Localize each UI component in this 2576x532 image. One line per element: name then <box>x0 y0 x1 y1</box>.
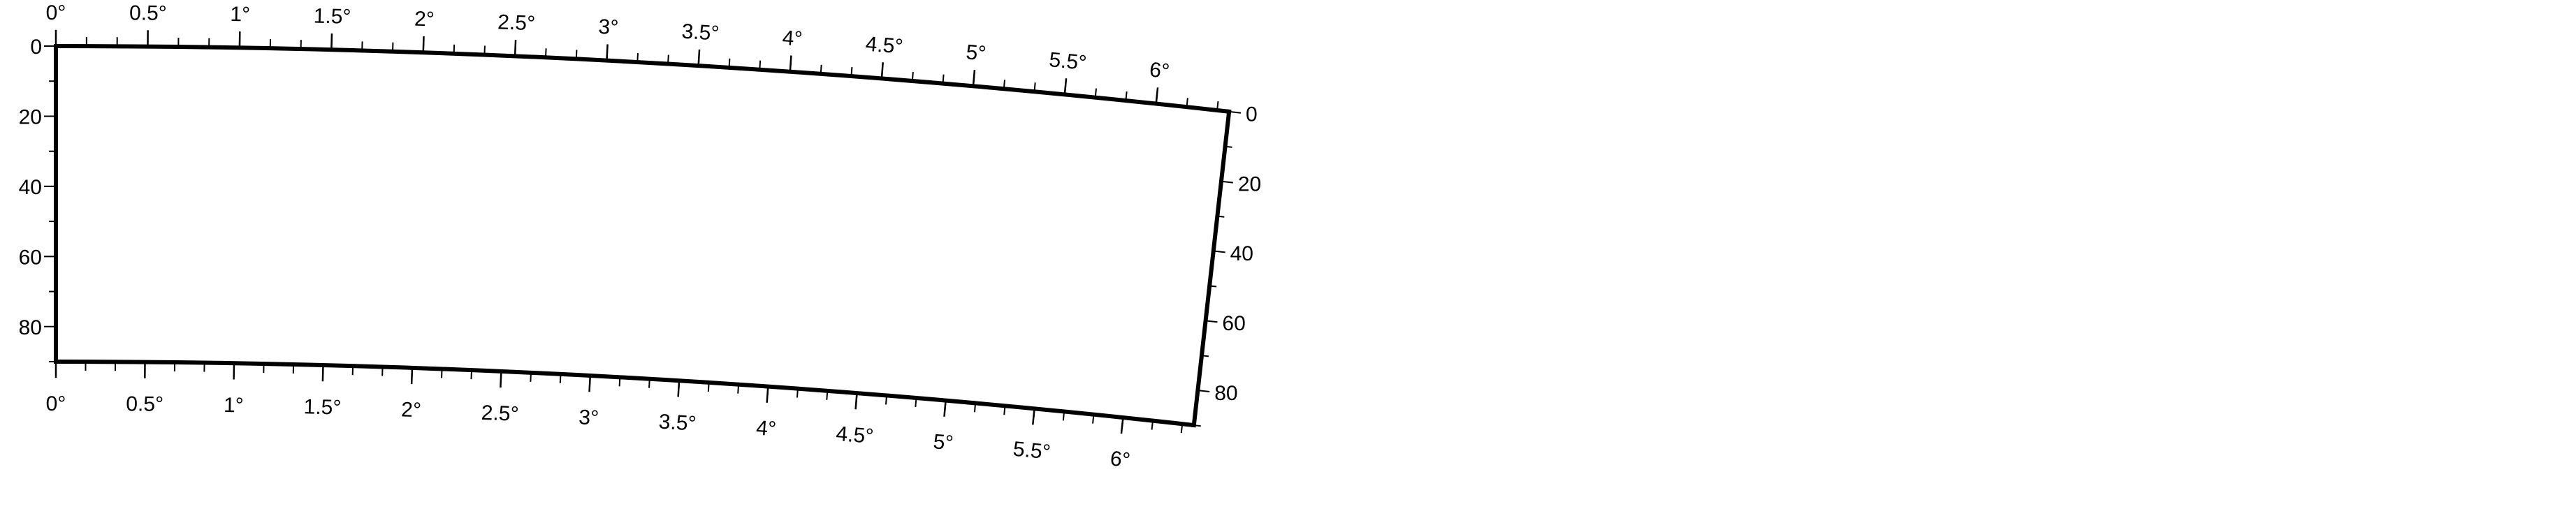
outer-angle-label: 2° <box>414 8 435 31</box>
outer-minor-tick <box>728 58 731 68</box>
outer-angle-label: 3.5° <box>681 20 720 45</box>
left-radial-label: 80 <box>19 316 42 339</box>
outer-minor-tick <box>850 67 853 77</box>
inner-minor-tick <box>648 378 650 388</box>
outer-angle-label: 1° <box>230 3 250 26</box>
outer-minor-tick <box>759 60 762 71</box>
outer-major-tick <box>606 44 609 61</box>
right-radial-minor-tick <box>1216 215 1225 218</box>
inner-minor-tick <box>915 397 917 408</box>
inner-minor-tick <box>1151 420 1154 430</box>
outer-minor-tick <box>820 64 822 75</box>
left-radial-label: 40 <box>19 176 42 199</box>
inner-angle-label: 0° <box>46 392 66 415</box>
labels-layer: 0° 0° 0.5° 0.5° 1° 1° 1.5° 1.5° 2° 2° 2.5° 2.5° 3° 3°… <box>19 1 1262 472</box>
outer-major-tick <box>1155 87 1159 105</box>
inner-angle-label: 5.5° <box>1012 438 1052 464</box>
right-radial-label: 60 <box>1222 312 1245 335</box>
outer-angle-label: 3° <box>598 15 619 39</box>
right-radial-major-tick <box>1228 110 1242 114</box>
inner-angle-label: 3° <box>578 406 599 429</box>
inner-minor-tick <box>530 371 532 382</box>
inner-angle-label: 2.5° <box>481 401 519 426</box>
outer-minor-tick <box>1033 82 1036 93</box>
outer-angle-label: 5.5° <box>1048 48 1088 75</box>
right-radial-minor-tick <box>1193 424 1201 427</box>
inner-minor-tick <box>885 394 888 405</box>
frame-layer <box>54 44 1232 428</box>
outer-angle-label: 4° <box>782 27 803 51</box>
inner-minor-tick <box>1003 405 1006 415</box>
left-radial-label: 60 <box>19 246 42 269</box>
inner-angle-label: 0.5° <box>126 392 163 415</box>
outer-angle-label: 0° <box>46 1 66 24</box>
outer-minor-tick <box>911 71 914 82</box>
right-radial-major-tick <box>1220 180 1233 184</box>
right-radial-label: 80 <box>1214 382 1237 405</box>
outer-minor-tick <box>1003 80 1005 90</box>
inner-minor-tick <box>796 387 799 398</box>
right-radial-label: 40 <box>1230 242 1253 265</box>
inner-angle-label: 1.5° <box>303 395 342 419</box>
right-radial-major-tick <box>1205 320 1218 323</box>
outer-angle-label: 5° <box>965 40 987 65</box>
inner-major-tick <box>1120 416 1124 434</box>
outer-angle-label: 1.5° <box>313 4 351 28</box>
inner-angle-label: 1° <box>224 394 244 417</box>
inner-major-tick <box>1032 407 1035 425</box>
right-radial-minor-tick <box>1200 355 1209 357</box>
ticks-layer <box>44 29 1242 434</box>
outer-minor-tick <box>667 54 669 65</box>
inner-arc <box>55 360 1195 428</box>
outer-major-tick <box>972 70 976 87</box>
outer-major-tick <box>1063 78 1068 96</box>
outer-major-tick <box>330 33 333 51</box>
inner-angle-label: 2° <box>401 398 422 422</box>
inner-angle-label: 3.5° <box>658 411 697 436</box>
inner-angle-label: 4° <box>755 417 777 441</box>
right-radial-label: 0 <box>1246 103 1258 126</box>
outer-major-tick <box>789 55 792 73</box>
inner-major-tick <box>677 379 681 397</box>
outer-major-tick <box>422 36 425 54</box>
inner-major-tick <box>854 392 858 410</box>
outer-major-tick <box>514 40 517 57</box>
right-radial-edge <box>1191 109 1232 428</box>
inner-minor-tick <box>707 381 710 392</box>
inner-minor-tick <box>1180 423 1184 434</box>
inner-angle-label: 6° <box>1109 447 1131 472</box>
outer-minor-tick <box>1216 101 1219 112</box>
outer-angle-label: 0.5° <box>129 1 167 24</box>
outer-minor-tick <box>575 50 578 60</box>
outer-major-tick <box>880 62 884 80</box>
inner-major-tick <box>943 399 947 417</box>
inner-major-tick <box>500 370 502 388</box>
outer-angle-label: 2.5° <box>497 10 536 35</box>
outer-arc <box>55 44 1230 114</box>
right-radial-major-tick <box>1212 250 1225 253</box>
outer-minor-tick <box>636 52 639 64</box>
outer-angle-label: 6° <box>1149 58 1171 83</box>
inner-angle-label: 5° <box>932 430 954 455</box>
inner-major-tick <box>766 385 769 403</box>
inner-minor-tick <box>1062 411 1065 421</box>
inner-minor-tick <box>559 373 562 383</box>
right-radial-major-tick <box>1197 390 1210 393</box>
outer-angle-label: 4.5° <box>865 33 904 59</box>
outer-minor-tick <box>1186 98 1188 108</box>
left-radial-label: 20 <box>19 105 42 128</box>
outer-minor-tick <box>942 74 945 84</box>
left-radial-label: 0 <box>30 36 42 59</box>
inner-angle-label: 4.5° <box>835 422 874 448</box>
right-radial-label: 20 <box>1238 172 1261 195</box>
